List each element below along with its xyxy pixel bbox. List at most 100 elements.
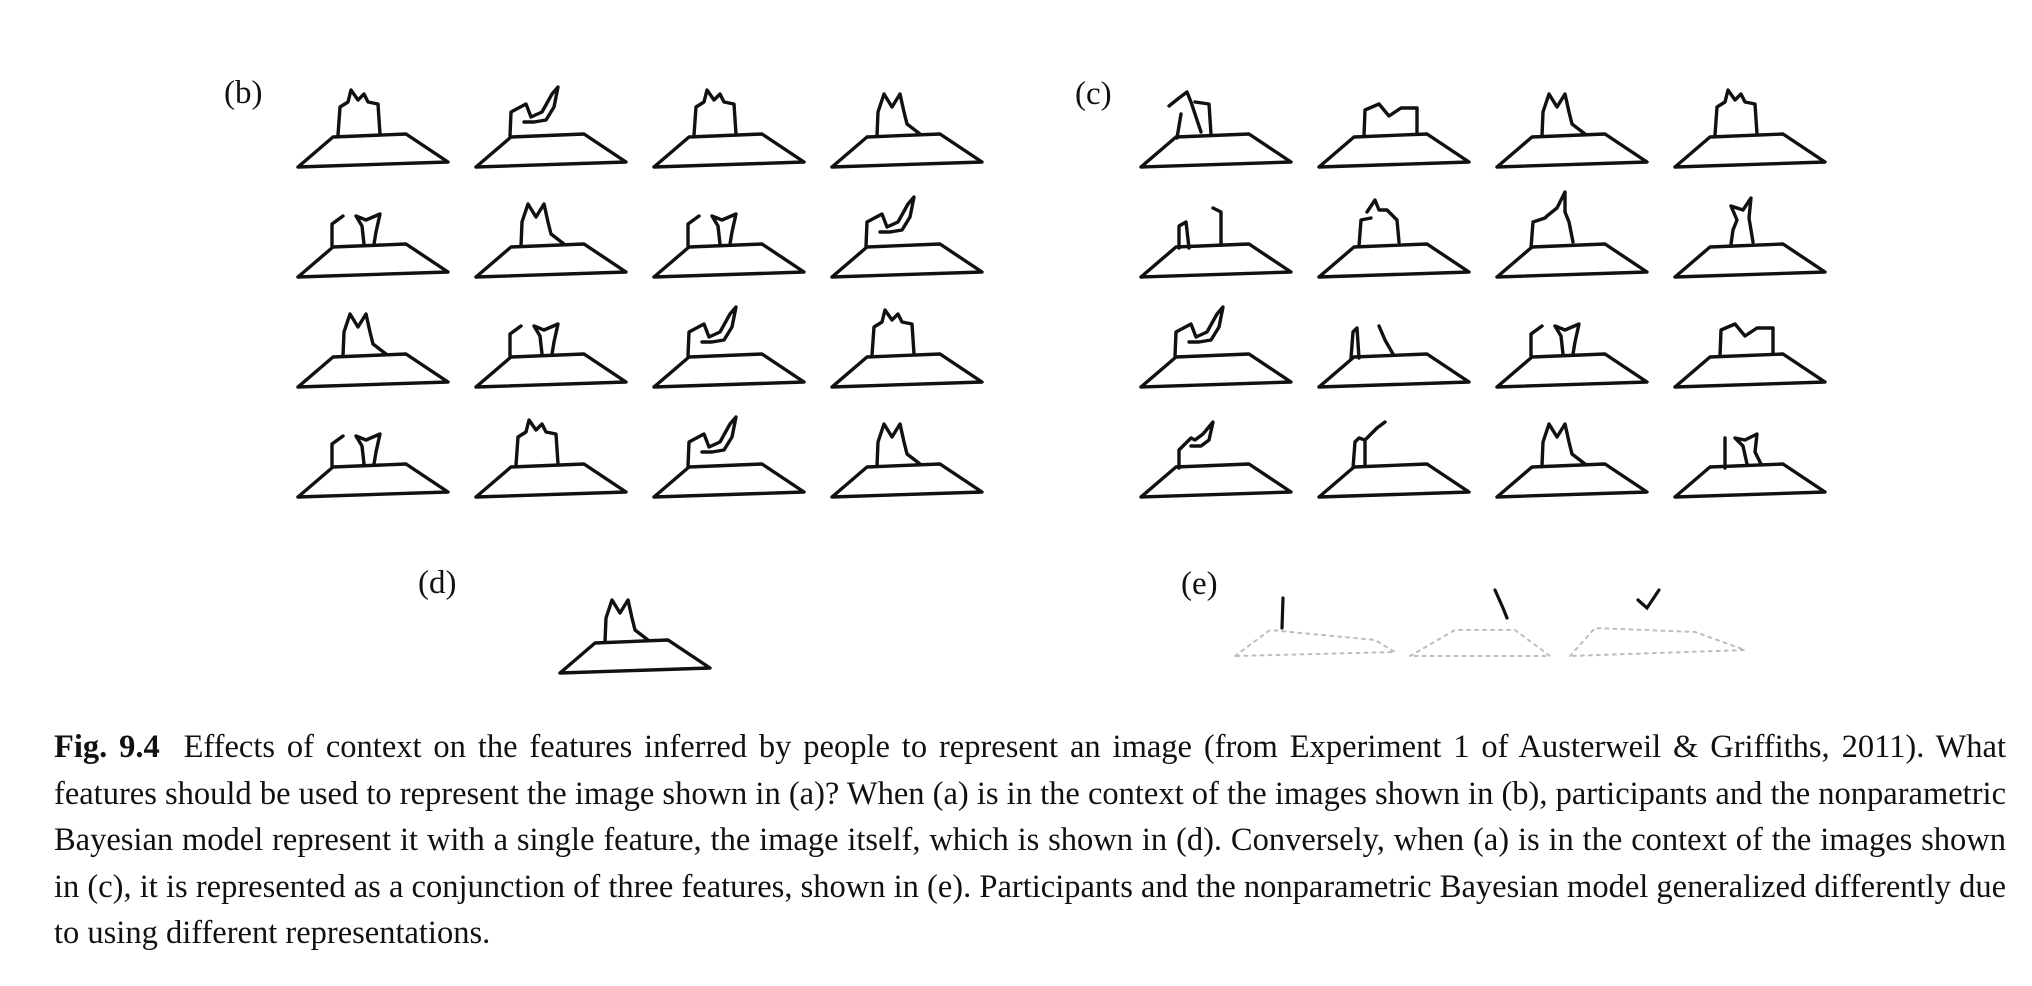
glyph-base — [474, 242, 628, 279]
glyph-base — [652, 242, 806, 279]
panel-b-drawing — [288, 292, 456, 402]
feature-left-post — [1280, 596, 1285, 630]
glyph-part-m-peak — [1540, 92, 1587, 138]
feature-right-v — [1636, 588, 1661, 611]
glyph-base — [830, 352, 984, 389]
glyph-base — [474, 462, 628, 499]
panel-label-b: (b) — [224, 75, 263, 111]
panel-c-drawing — [1487, 402, 1655, 512]
glyph-part-hook-tall — [1357, 198, 1401, 248]
glyph-part-split — [1529, 322, 1581, 358]
panel-label-d: (d) — [418, 565, 457, 601]
panel-c-drawing — [1487, 72, 1655, 182]
panel-b-grid — [288, 72, 990, 512]
panel-b-drawing — [288, 72, 456, 182]
glyph-base — [1317, 462, 1471, 499]
glyph-part-spike-left — [1729, 196, 1755, 246]
glyph-base — [1139, 132, 1293, 169]
panel-b-drawing — [466, 72, 634, 182]
glyph-base — [652, 132, 806, 169]
panel-c-grid — [1131, 72, 1833, 512]
glyph-base — [1139, 242, 1293, 279]
panel-c-drawing — [1487, 182, 1655, 292]
panel-b-drawing — [822, 292, 990, 402]
panel-c-drawing — [1665, 72, 1833, 182]
panel-d-image — [550, 578, 718, 688]
glyph-part-crown — [514, 418, 560, 467]
glyph-base — [558, 638, 712, 675]
panel-b-drawing — [288, 402, 456, 512]
panel-c-drawing — [1309, 72, 1477, 182]
glyph-part-spike — [1529, 190, 1575, 250]
panel-b-drawing — [822, 402, 990, 512]
glyph-part-wave — [1362, 102, 1419, 138]
glyph-part-hook-low — [1177, 420, 1215, 470]
glyph-part-hook — [1173, 305, 1225, 358]
glyph-part-m-peak — [875, 92, 922, 138]
glyph-part-cross — [1167, 90, 1213, 140]
glyph-part-hook — [686, 415, 738, 468]
glyph-base — [1495, 132, 1649, 169]
glyph-base — [296, 462, 450, 499]
glyph-part-stub-pair — [1177, 206, 1223, 250]
glyph-base — [296, 352, 450, 389]
glyph-base — [830, 132, 984, 169]
panel-c-drawing — [1309, 182, 1477, 292]
glyph-base — [1317, 132, 1471, 169]
glyph-base — [1495, 242, 1649, 279]
glyph-part-post-hook — [1351, 420, 1387, 470]
glyph-part-m-peak — [341, 312, 388, 358]
glyph-part-split — [686, 212, 738, 248]
glyph-part-hook — [864, 195, 916, 248]
caption-text: Effects of context on the features infer… — [54, 729, 2007, 951]
panel-c-drawing — [1131, 402, 1299, 512]
panel-e-features — [1225, 578, 1746, 678]
glyph-base — [1673, 462, 1827, 499]
glyph-part-m-peak — [875, 422, 922, 468]
panel-c-drawing — [1131, 72, 1299, 182]
glyph-base — [1673, 242, 1827, 279]
glyph-base — [474, 352, 628, 389]
glyph-part-split — [330, 432, 382, 468]
glyph-base — [296, 132, 450, 169]
glyph-base — [1673, 352, 1827, 389]
glyph-part-crown — [336, 88, 382, 137]
glyph-base — [1495, 352, 1649, 389]
glyph-part-crown — [1713, 88, 1759, 137]
panel-c-drawing — [1131, 182, 1299, 292]
glyph-base — [474, 132, 628, 169]
glyph-base — [652, 462, 806, 499]
panel-b-drawing — [288, 182, 456, 292]
glyph-part-m-peak — [1540, 422, 1587, 468]
panel-c-drawing — [1309, 292, 1477, 402]
panel-c-drawing — [1131, 292, 1299, 402]
glyph-part-crown — [870, 308, 916, 357]
glyph-part-open-split — [1723, 432, 1763, 470]
glyph-base — [296, 242, 450, 279]
glyph-part-wave — [1718, 322, 1775, 358]
feature-middle-tick — [1493, 588, 1509, 620]
glyph-part-split — [330, 212, 382, 248]
glyph-base — [830, 462, 984, 499]
panel-b-drawing — [644, 292, 812, 402]
glyph-part-hook — [686, 305, 738, 358]
glyph-base — [1139, 462, 1293, 499]
panel-b-drawing — [466, 402, 634, 512]
figure-number: Fig. 9.4 — [54, 729, 160, 765]
panel-b-drawing — [822, 182, 990, 292]
figure-caption: Fig. 9.4 Effects of context on the featu… — [54, 724, 2006, 957]
glyph-part-m-peak — [603, 598, 650, 644]
panel-c-drawing — [1665, 292, 1833, 402]
panel-b-drawing — [644, 402, 812, 512]
panel-c-drawing — [1665, 182, 1833, 292]
glyph-part-split — [508, 322, 560, 358]
glyph-base — [1317, 352, 1471, 389]
glyph-part-crown — [692, 88, 738, 137]
glyph-base — [1317, 242, 1471, 279]
panel-label-e: (e) — [1181, 566, 1218, 602]
glyph-base — [652, 352, 806, 389]
panel-c-drawing — [1309, 402, 1477, 512]
panel-b-drawing — [822, 72, 990, 182]
glyph-part-twin-posts — [1349, 324, 1395, 360]
glyph-part-m-peak — [519, 202, 566, 248]
